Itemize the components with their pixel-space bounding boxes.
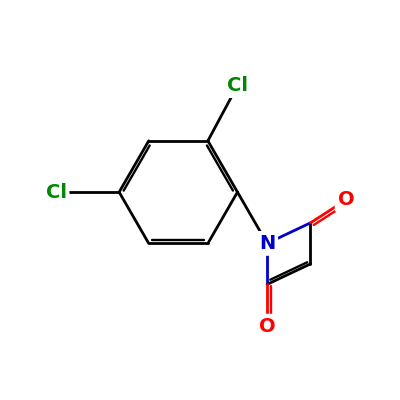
Text: O: O [259, 317, 275, 336]
Text: Cl: Cl [227, 76, 248, 95]
Text: N: N [259, 234, 275, 253]
Text: Cl: Cl [46, 183, 66, 202]
Text: O: O [338, 190, 354, 210]
